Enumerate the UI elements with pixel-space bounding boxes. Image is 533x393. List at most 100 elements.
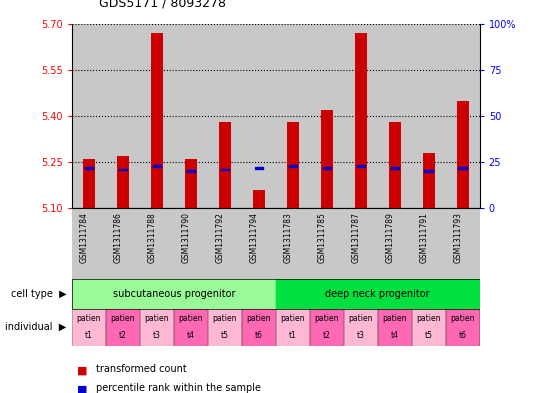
Text: GSM1311791: GSM1311791 bbox=[419, 212, 429, 263]
Text: GSM1311793: GSM1311793 bbox=[454, 212, 463, 263]
Bar bbox=[174, 24, 208, 208]
Bar bbox=[357, 165, 365, 167]
Text: t4: t4 bbox=[391, 331, 399, 340]
Text: t3: t3 bbox=[153, 331, 161, 340]
Bar bbox=[221, 169, 229, 171]
Text: patien: patien bbox=[179, 314, 203, 323]
Bar bbox=[411, 24, 446, 208]
Bar bbox=[219, 122, 231, 208]
Text: transformed count: transformed count bbox=[96, 364, 187, 373]
Bar bbox=[411, 208, 446, 279]
Bar bbox=[378, 309, 411, 346]
Text: patien: patien bbox=[349, 314, 373, 323]
Bar bbox=[208, 208, 242, 279]
Bar bbox=[208, 24, 242, 208]
Text: patien: patien bbox=[111, 314, 135, 323]
Bar bbox=[119, 169, 127, 171]
Text: patien: patien bbox=[383, 314, 407, 323]
Bar bbox=[72, 208, 106, 279]
Text: t1: t1 bbox=[85, 331, 93, 340]
Bar bbox=[310, 24, 344, 208]
Text: deep neck progenitor: deep neck progenitor bbox=[326, 289, 430, 299]
Text: patien: patien bbox=[450, 314, 475, 323]
Bar bbox=[106, 309, 140, 346]
Bar bbox=[322, 167, 331, 169]
Text: t3: t3 bbox=[357, 331, 365, 340]
Text: patien: patien bbox=[416, 314, 441, 323]
Bar bbox=[242, 208, 276, 279]
Bar bbox=[310, 208, 344, 279]
Bar bbox=[378, 24, 411, 208]
Text: GSM1311794: GSM1311794 bbox=[250, 212, 259, 263]
Bar bbox=[389, 122, 401, 208]
Text: t5: t5 bbox=[221, 331, 229, 340]
Bar bbox=[287, 122, 299, 208]
Text: GSM1311783: GSM1311783 bbox=[284, 212, 293, 263]
Bar bbox=[151, 33, 163, 208]
Bar bbox=[310, 309, 344, 346]
Text: ■: ■ bbox=[77, 385, 88, 393]
Text: t2: t2 bbox=[323, 331, 331, 340]
Bar bbox=[174, 208, 208, 279]
Bar bbox=[446, 309, 480, 346]
Text: GSM1311792: GSM1311792 bbox=[216, 212, 225, 263]
Text: individual  ▶: individual ▶ bbox=[5, 322, 67, 332]
Text: subcutaneous progenitor: subcutaneous progenitor bbox=[112, 289, 235, 299]
Bar bbox=[411, 309, 446, 346]
Bar bbox=[457, 101, 469, 208]
Text: GSM1311790: GSM1311790 bbox=[182, 212, 191, 263]
Bar bbox=[106, 24, 140, 208]
Bar bbox=[321, 110, 333, 208]
Bar bbox=[140, 208, 174, 279]
Text: GSM1311784: GSM1311784 bbox=[80, 212, 89, 263]
Bar bbox=[242, 24, 276, 208]
Text: patien: patien bbox=[144, 314, 169, 323]
Text: GSM1311788: GSM1311788 bbox=[148, 212, 157, 263]
Bar bbox=[378, 208, 411, 279]
Text: patien: patien bbox=[213, 314, 237, 323]
Bar bbox=[253, 190, 265, 208]
Bar bbox=[446, 208, 480, 279]
Bar bbox=[106, 208, 140, 279]
Text: t5: t5 bbox=[425, 331, 433, 340]
Bar bbox=[242, 309, 276, 346]
Text: GSM1311787: GSM1311787 bbox=[352, 212, 361, 263]
Text: t1: t1 bbox=[289, 331, 297, 340]
Bar bbox=[276, 309, 310, 346]
Bar bbox=[344, 208, 378, 279]
Text: GSM1311789: GSM1311789 bbox=[386, 212, 395, 263]
Bar bbox=[83, 159, 95, 208]
Bar bbox=[344, 24, 378, 208]
Bar bbox=[276, 279, 480, 309]
Bar bbox=[185, 159, 197, 208]
Text: t2: t2 bbox=[119, 331, 127, 340]
Bar bbox=[424, 171, 433, 172]
Bar bbox=[140, 24, 174, 208]
Bar bbox=[174, 309, 208, 346]
Bar bbox=[72, 309, 106, 346]
Text: t6: t6 bbox=[255, 331, 263, 340]
Bar bbox=[458, 167, 467, 169]
Bar bbox=[276, 24, 310, 208]
Text: cell type  ▶: cell type ▶ bbox=[11, 289, 67, 299]
Text: patien: patien bbox=[314, 314, 339, 323]
Bar bbox=[152, 165, 161, 167]
Bar bbox=[72, 24, 106, 208]
Text: t6: t6 bbox=[459, 331, 467, 340]
Bar bbox=[140, 309, 174, 346]
Text: GDS5171 / 8093278: GDS5171 / 8093278 bbox=[99, 0, 225, 10]
Bar bbox=[72, 279, 276, 309]
Text: patien: patien bbox=[280, 314, 305, 323]
Text: ■: ■ bbox=[77, 365, 88, 375]
Text: percentile rank within the sample: percentile rank within the sample bbox=[96, 383, 261, 393]
Bar bbox=[288, 165, 297, 167]
Bar bbox=[117, 156, 129, 208]
Bar bbox=[187, 171, 195, 172]
Text: GSM1311786: GSM1311786 bbox=[114, 212, 123, 263]
Text: patien: patien bbox=[77, 314, 101, 323]
Bar bbox=[446, 24, 480, 208]
Bar bbox=[276, 208, 310, 279]
Bar bbox=[423, 153, 435, 208]
Text: t4: t4 bbox=[187, 331, 195, 340]
Bar bbox=[391, 167, 399, 169]
